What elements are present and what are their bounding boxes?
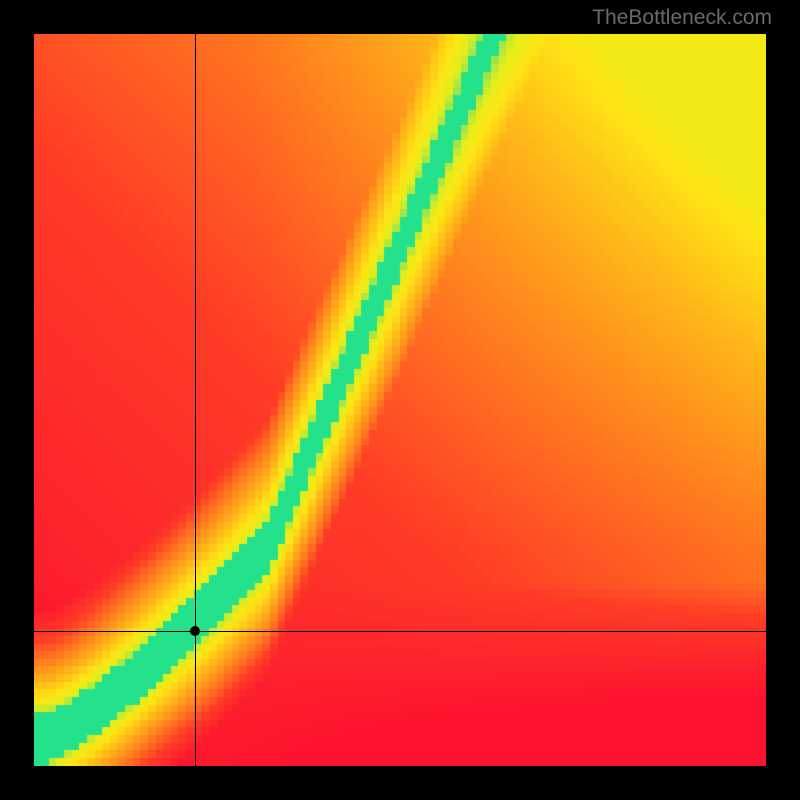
watermark-text: TheBottleneck.com xyxy=(592,6,772,30)
crosshair-vertical xyxy=(195,34,196,766)
heatmap-canvas xyxy=(34,34,766,766)
crosshair-horizontal xyxy=(34,631,766,632)
crosshair-marker xyxy=(190,626,200,636)
heatmap-plot xyxy=(34,34,766,766)
